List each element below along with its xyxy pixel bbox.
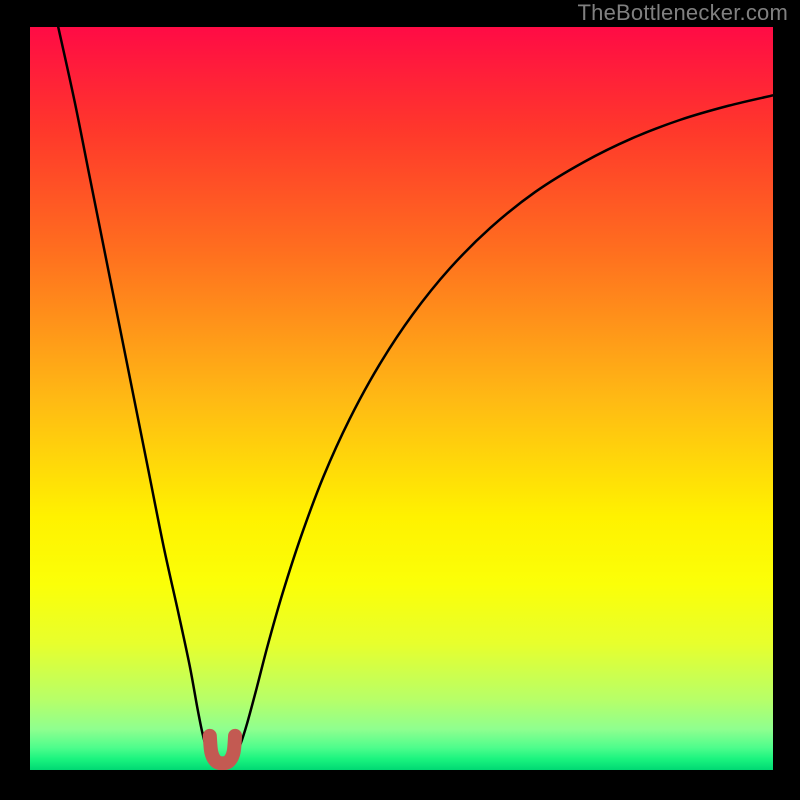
bottleneck-chart [0,0,800,800]
watermark-text: TheBottlenecker.com [578,0,788,26]
gradient-background [30,27,773,770]
